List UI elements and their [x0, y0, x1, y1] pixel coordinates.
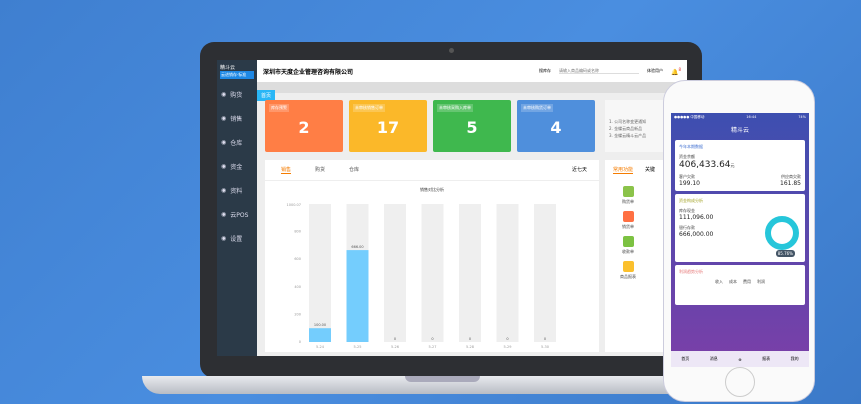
- gear-icon: ◉: [221, 234, 227, 242]
- shortcut-icon: [622, 236, 634, 247]
- sidebar-item[interactable]: ◉ 设置: [221, 234, 243, 243]
- bar-track: [459, 204, 481, 342]
- warehouse-select[interactable]: 搜库存: [538, 68, 551, 73]
- phone-tabbar: 首页 消息 ⊕ 报表 我的: [671, 351, 809, 367]
- legend-item: 利润: [757, 279, 765, 284]
- shortcut-item[interactable]: 收款单: [613, 236, 643, 255]
- y-tick-label: 800: [294, 230, 301, 234]
- shortcut-item[interactable]: 销货单: [613, 211, 643, 230]
- bar-chart: 1000.07 0 200 400 600 800 100.00 5-24 666.00 5-25…: [287, 203, 556, 349]
- chart-tab[interactable]: 仓库: [349, 167, 360, 173]
- user-menu[interactable]: 体验用户: [646, 68, 663, 73]
- shortcut-item[interactable]: 购货单: [613, 186, 643, 205]
- phone-title: 精斗云: [730, 127, 749, 134]
- sidebar-item[interactable]: ◉ 资料: [221, 186, 243, 195]
- stat-card[interactable]: 未审核采购入库单 5: [433, 100, 511, 152]
- laptop-notch: [405, 376, 480, 382]
- data-label: 0: [469, 337, 471, 341]
- chart-tab[interactable]: 购货: [315, 167, 326, 173]
- funds-card: 今年本期数据 资金余额 406,433.64元 客户欠款 供应商欠款 199.10…: [675, 140, 805, 191]
- phone-tab[interactable]: 首页: [681, 356, 690, 361]
- bar-track: [421, 204, 444, 342]
- sidebar-item[interactable]: ◉ 购货: [221, 90, 243, 99]
- bar: [346, 250, 369, 342]
- chart-tab[interactable]: 销售: [281, 167, 292, 174]
- bar-track: [384, 204, 406, 342]
- warehouse-icon: ◉: [221, 138, 227, 146]
- phone-tab[interactable]: ⊕: [738, 356, 742, 362]
- shortcut-icon: [622, 211, 634, 222]
- shortcut-icon: [622, 186, 634, 197]
- data-label: 0: [506, 337, 508, 341]
- chart-panel: 销售 购货 仓库 近七天 销售对比分析 1000.07 0 200 400 600 800 10…: [265, 160, 599, 352]
- x-tick-label: 5-28: [466, 345, 474, 349]
- x-tick-label: 5-30: [541, 345, 549, 349]
- phone-tab[interactable]: 报表: [762, 356, 771, 361]
- bar-track: [496, 204, 519, 342]
- home-button[interactable]: [725, 367, 755, 397]
- logo: 精斗云 云进销存·标准: [217, 60, 257, 82]
- shortcut-tab[interactable]: 常用功能: [613, 167, 634, 174]
- y-tick-label: 400: [294, 285, 301, 289]
- sidebar-item[interactable]: ◉ 仓库: [221, 138, 243, 147]
- phone-tab[interactable]: 我的: [790, 356, 799, 361]
- legend-item: 收入: [715, 279, 723, 284]
- legend-item: 成本: [729, 279, 737, 284]
- tab-home[interactable]: 首页: [257, 90, 276, 101]
- laptop-base: [142, 376, 742, 394]
- pen-icon: ◉: [221, 186, 227, 194]
- y-max-label: 1000.07: [287, 203, 301, 207]
- notice-item[interactable]: 3. 金蝶云精斗云产品: [609, 133, 647, 138]
- data-label: 0: [394, 337, 396, 341]
- bar-track: [534, 204, 556, 342]
- legend-item: 费用: [743, 279, 751, 284]
- x-tick-label: 5-26: [391, 345, 399, 349]
- notice-item[interactable]: 1. 公司名称变更通知: [609, 119, 647, 124]
- y-tick-label: 200: [294, 312, 301, 316]
- sale-icon: ◉: [221, 114, 227, 122]
- phone-tab[interactable]: 消息: [709, 356, 718, 361]
- stat-card[interactable]: 库存预警 2: [265, 100, 343, 152]
- data-label: 0: [431, 337, 433, 341]
- phone-screen: ●●●●● 中国移动 16:44 74% 精斗云 今年本期数据 资金余额 406,4…: [671, 113, 809, 367]
- bell-icon[interactable]: 🔔8: [670, 66, 681, 76]
- x-tick-label: 5-27: [429, 345, 437, 349]
- shortcut-item[interactable]: 商品报表: [613, 261, 643, 280]
- bar-track: [309, 204, 331, 342]
- range-select[interactable]: 近七天: [571, 167, 587, 173]
- y-tick-label: 0: [299, 340, 301, 344]
- x-tick-label: 5-29: [504, 345, 512, 349]
- y-tick-label: 600: [294, 257, 301, 261]
- stat-card[interactable]: 未审核销售订单 17: [349, 100, 427, 152]
- profit-card: 利润趋势分析 收入 成本 费用 利润: [675, 265, 805, 305]
- sidebar: 精斗云 云进销存·标准 ◉ 购货 ◉ 销售 ◉ 仓库 ◉ 资金 ◉ 资料 ◉ 云POS ◉ 设置: [217, 60, 257, 356]
- stat-card[interactable]: 未审核购货订单 4: [517, 100, 595, 152]
- data-label: 666.00: [351, 245, 363, 249]
- money-icon: ◉: [221, 162, 227, 170]
- shortcut-icon: [622, 261, 634, 272]
- sidebar-item[interactable]: ◉ 云POS: [221, 210, 249, 219]
- data-label: 100.00: [314, 323, 326, 327]
- cart-icon: ◉: [221, 90, 227, 98]
- shortcut-tab[interactable]: 关键: [645, 167, 656, 173]
- page-tabs: 首页: [257, 82, 687, 101]
- notice-item[interactable]: 2. 金蝶云商品新品: [609, 126, 643, 131]
- bar: [309, 328, 331, 342]
- phone: ●●●●● 中国移动 16:44 74% 精斗云 今年本期数据 资金余额 406,4…: [663, 80, 815, 402]
- sidebar-item[interactable]: ◉ 资金: [221, 162, 243, 171]
- x-tick-label: 5-24: [316, 345, 325, 349]
- chart-title: 销售对比分析: [420, 187, 444, 192]
- search-input[interactable]: [558, 68, 639, 74]
- sidebar-item[interactable]: ◉ 销售: [221, 114, 243, 123]
- laptop: 精斗云 云进销存·标准 ◉ 购货 ◉ 销售 ◉ 仓库 ◉ 资金 ◉ 资料 ◉ 云POS ◉ 设置 深圳市天度…: [200, 42, 702, 378]
- header: 深圳市天度企业管理咨询有限公司 搜库存 体验用户 🔔8: [257, 60, 687, 82]
- x-tick-label: 5-25: [354, 345, 362, 349]
- camera: [449, 48, 454, 53]
- laptop-screen: 精斗云 云进销存·标准 ◉ 购货 ◉ 销售 ◉ 仓库 ◉ 资金 ◉ 资料 ◉ 云POS ◉ 设置 深圳市天度…: [217, 60, 687, 356]
- data-label: 0: [544, 337, 546, 341]
- company-name: 深圳市天度企业管理咨询有限公司: [263, 68, 354, 76]
- fund-composition-card: 资金构成分析 库存现金 111,096.00 银行存款 666,000.00 85.…: [675, 194, 805, 262]
- pos-icon: ◉: [221, 210, 227, 218]
- donut-chart: [765, 216, 799, 250]
